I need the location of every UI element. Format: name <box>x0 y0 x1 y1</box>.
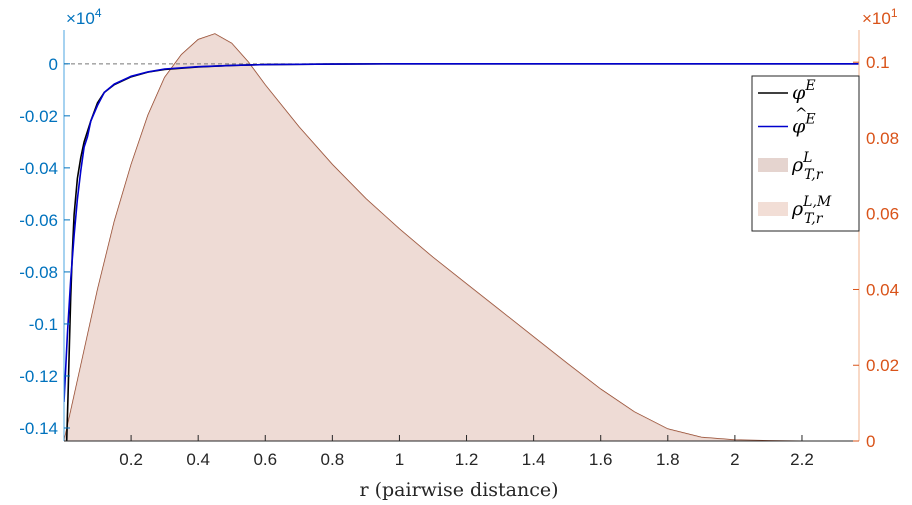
legend-label: ρL T,r <box>791 150 824 183</box>
left-tick-label: -0.06 <box>19 211 58 230</box>
legend-swatch-patch <box>758 158 788 172</box>
legend-label-base: ρ <box>791 154 804 176</box>
x-tick-label: 2.2 <box>790 450 814 469</box>
left-tick-label: -0.14 <box>19 419 58 438</box>
density-area-1 <box>64 33 859 442</box>
density-area-layer <box>63 33 859 442</box>
legend-label: ρL,M T,r <box>791 194 832 227</box>
x-tick-label: 1 <box>395 450 404 469</box>
legend-label-base: φ <box>792 116 806 138</box>
potential-line-layer <box>64 63 859 441</box>
x-tick-label: 0.8 <box>321 450 345 469</box>
legend-label-sup: E <box>804 112 815 128</box>
x-tick-label: 1.2 <box>455 450 479 469</box>
legend-label-sub: T,r <box>804 167 824 183</box>
legend-hat: ^ <box>795 105 808 123</box>
legend-label: φE <box>792 112 816 138</box>
x-axis-label: r (pairwise distance) <box>359 479 558 501</box>
x-tick-label: 0.4 <box>186 450 210 469</box>
right-tick-label: 0.08 <box>866 129 899 148</box>
legend-label-base: φ <box>792 82 806 104</box>
left-tick-label: -0.08 <box>19 263 58 282</box>
legend-swatch-patch <box>758 202 788 216</box>
x-tick-label: 2 <box>730 450 739 469</box>
left-tick-label: 0 <box>49 55 58 74</box>
x-tick-label: 1.6 <box>589 450 613 469</box>
legend-label-base: ρ <box>791 198 804 220</box>
right-tick-label: 0.06 <box>866 205 899 224</box>
legend-label-sup: L,M <box>802 194 832 210</box>
legend-label-sup: E <box>804 78 815 94</box>
potential-line-1 <box>64 63 859 403</box>
x-tick-label: 0.2 <box>119 450 143 469</box>
legend-label: φE <box>792 78 816 104</box>
left-tick-label: -0.12 <box>19 367 58 386</box>
x-tick-label: 0.6 <box>253 450 277 469</box>
legend-label-sub: T,r <box>804 211 824 227</box>
left-tick-label: -0.1 <box>29 315 58 334</box>
right-tick-label: 0.1 <box>866 53 890 72</box>
x-tick-label: 1.8 <box>656 450 680 469</box>
tick-label-layer: 0 -0.02 -0.04 -0.06 -0.08 -0.1 -0.12 -0.14 0 0.02… <box>19 53 899 469</box>
left-tick-label: -0.04 <box>19 159 58 178</box>
right-tick-label: 0.02 <box>866 356 899 375</box>
legend-label-sup: L <box>802 150 812 166</box>
x-tick-label: 1.4 <box>522 450 546 469</box>
left-axis-exponent: ×104 <box>66 6 102 28</box>
right-tick-label: 0.04 <box>866 280 899 299</box>
left-tick-label: -0.02 <box>19 107 58 126</box>
right-axis-exponent: ×101 <box>862 6 898 28</box>
right-tick-label: 0 <box>866 432 875 451</box>
